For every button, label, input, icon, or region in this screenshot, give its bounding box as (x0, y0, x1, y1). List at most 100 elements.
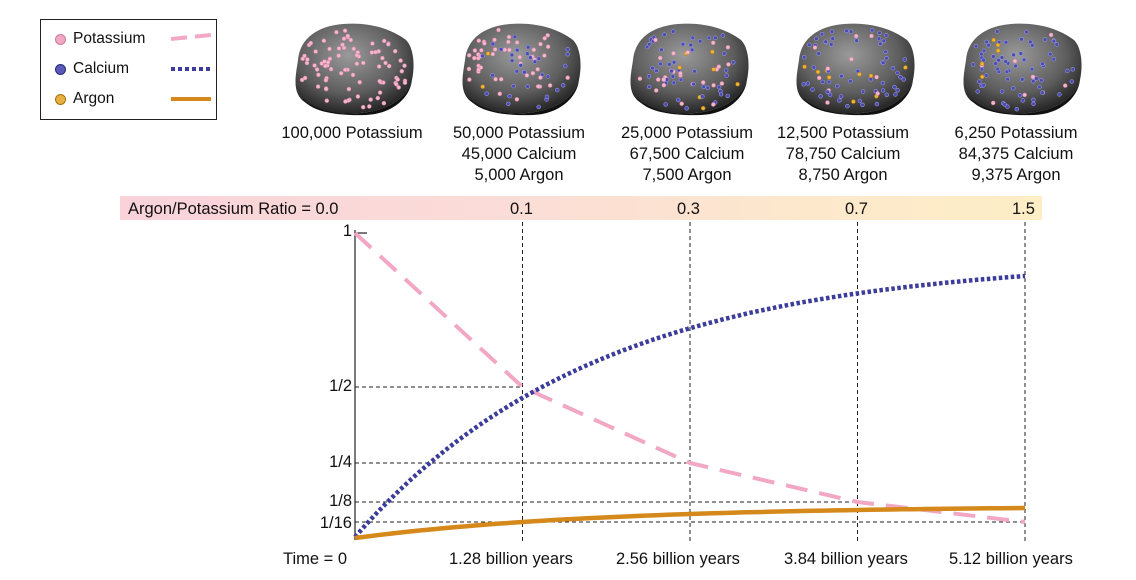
atom-dot (345, 33, 350, 39)
caption-line: 100,000 Potassium (281, 124, 423, 142)
ratio-band (120, 196, 1042, 220)
atom-dot (671, 60, 677, 65)
atom-dot (525, 51, 530, 56)
atom-dot (1011, 52, 1016, 58)
atom-dot (691, 81, 696, 87)
atom-dot (825, 100, 830, 105)
atom-dot (305, 57, 310, 62)
atom-dot (716, 84, 722, 90)
atom-dot (1054, 42, 1059, 47)
atom-dot (1004, 69, 1010, 74)
stage-caption-0: 100,000 Potassium (267, 123, 437, 144)
atom-dot (381, 100, 387, 106)
atom-dot (970, 62, 976, 67)
atom-dot (342, 67, 348, 72)
atom-dot (480, 53, 485, 59)
calcium-dot-icon (55, 64, 66, 75)
atom-dot (1013, 63, 1018, 69)
atom-dot (990, 100, 996, 106)
atom-dot (490, 72, 495, 78)
atom-dot (986, 43, 991, 48)
atom-dot (884, 33, 889, 38)
atom-dot (710, 49, 715, 55)
atom-dot (890, 65, 896, 71)
atom-dot (1030, 74, 1036, 80)
atom-dot (981, 83, 986, 88)
atom-dot (313, 49, 318, 54)
atom-dot (984, 73, 989, 78)
atom-dot (874, 74, 879, 80)
caption-line: 12,500 Potassium (776, 124, 910, 142)
legend-item-potassium: Potassium (55, 29, 215, 51)
atom-dot (981, 57, 986, 63)
atom-dot (690, 35, 696, 41)
atom-dot (647, 42, 652, 47)
atom-dot (661, 82, 667, 88)
atom-dot (655, 77, 661, 82)
atom-dot (394, 81, 399, 87)
atom-dot (544, 94, 550, 100)
atom-dot (1020, 98, 1026, 103)
atom-dot (538, 41, 543, 47)
dashed-line-icon (170, 33, 212, 41)
ratio-value: 0.3 (677, 200, 700, 218)
atom-dot (671, 80, 677, 85)
series-line-argon (354, 505, 1026, 541)
atom-dot (718, 88, 723, 94)
atom-dot (723, 68, 729, 73)
atom-dot (308, 40, 313, 46)
atom-dot (994, 29, 1000, 34)
atom-dot (560, 83, 566, 88)
stage-caption-4: 6,250 Potassium 84,375 Calcium 9,375 Arg… (931, 123, 1101, 186)
atom-dot (637, 76, 643, 81)
atom-dot (490, 51, 495, 57)
atom-dot (496, 27, 501, 33)
atom-dot (342, 28, 348, 33)
atom-dot (377, 78, 382, 84)
atom-dot (354, 61, 360, 66)
atom-dot (532, 59, 538, 64)
atom-dot (711, 102, 716, 107)
atom-dot (1019, 37, 1024, 42)
atom-dot (512, 34, 518, 40)
caption-line: 8,750 Argon (798, 166, 888, 184)
atom-dot (334, 30, 339, 35)
atom-dot (336, 53, 341, 58)
atom-dot (514, 97, 520, 102)
atom-dot (860, 89, 866, 94)
atom-dot (807, 42, 812, 48)
atom-dot (1031, 101, 1036, 107)
atom-dot (1030, 43, 1035, 48)
atom-dot (476, 38, 481, 43)
atom-dot (312, 63, 317, 68)
atom-dot (881, 60, 886, 66)
atom-dot (518, 63, 523, 68)
atom-dot (722, 51, 727, 56)
atom-dot (995, 42, 1001, 48)
atom-dot (705, 85, 710, 91)
atom-dot (869, 28, 875, 33)
atom-dot (1034, 76, 1039, 81)
atom-dot (498, 47, 504, 52)
atom-dot (386, 42, 391, 47)
atom-dot (980, 74, 985, 79)
rock-illustration-stage-4 (963, 23, 1082, 116)
atom-dot (819, 32, 825, 37)
atom-dot (392, 49, 398, 54)
atom-dot (903, 65, 908, 70)
atom-dot (482, 41, 487, 46)
rock-illustration-stage-2 (630, 23, 749, 116)
atom-dot (711, 83, 716, 88)
stage-caption-2: 25,000 Potassium 67,500 Calcium 7,500 Ar… (602, 123, 772, 186)
atom-dot (528, 55, 533, 60)
atom-dot (999, 89, 1005, 94)
atom-dot (650, 65, 655, 71)
atom-dot (327, 46, 332, 52)
atom-dot (700, 105, 706, 111)
atom-dot (515, 47, 520, 53)
atom-dot (820, 79, 825, 85)
atom-dot (825, 66, 830, 71)
atom-dot (398, 58, 403, 63)
x-tick-label: 2.56 billion years (616, 550, 740, 568)
atom-dot (713, 35, 718, 40)
